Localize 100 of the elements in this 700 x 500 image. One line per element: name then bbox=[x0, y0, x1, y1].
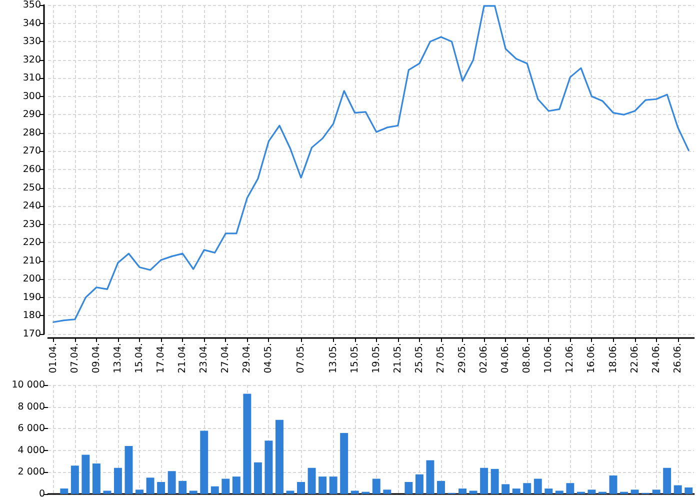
y-tick-label: 290 bbox=[22, 109, 41, 120]
bar bbox=[490, 468, 499, 494]
bar bbox=[318, 476, 327, 494]
x-tick-label: 13.05. bbox=[328, 343, 339, 374]
y-tick-label: 280 bbox=[22, 127, 41, 138]
bar bbox=[340, 432, 348, 494]
bar bbox=[308, 468, 316, 494]
y-tick-label: 0 bbox=[38, 488, 45, 500]
y-tick-label: 220 bbox=[22, 237, 41, 248]
y-tick-label: 10 000 bbox=[12, 380, 45, 390]
y-tick-label: 6 000 bbox=[18, 423, 45, 434]
x-tick-label: 15.05. bbox=[349, 343, 360, 374]
bar bbox=[200, 430, 208, 494]
y-tick-label: 190 bbox=[22, 292, 41, 303]
bar bbox=[630, 490, 639, 494]
y-tick-label: 260 bbox=[22, 164, 41, 175]
bar bbox=[103, 490, 112, 494]
x-tick-label: 02.06. bbox=[478, 343, 490, 374]
bar bbox=[404, 482, 413, 494]
x-tick-label: 27.04. bbox=[220, 343, 232, 374]
bar bbox=[663, 468, 672, 494]
bar bbox=[114, 468, 122, 494]
bar bbox=[243, 394, 252, 494]
bar bbox=[82, 454, 90, 494]
x-tick-label: 18.06. bbox=[608, 343, 619, 374]
y-tick-label: 8 000 bbox=[18, 401, 45, 412]
bar bbox=[276, 420, 284, 494]
bar bbox=[136, 490, 144, 494]
x-tick-label: 16.06. bbox=[586, 343, 598, 374]
bar bbox=[555, 490, 564, 494]
x-tick-label: 01.04. bbox=[48, 343, 59, 374]
y-tick-label: 240 bbox=[22, 200, 41, 212]
x-tick-label: 07.05. bbox=[296, 343, 307, 374]
x-tick-label: 19.05. bbox=[370, 343, 382, 374]
bar bbox=[286, 490, 294, 494]
y-tick-label: 2 000 bbox=[18, 466, 45, 478]
bar bbox=[426, 460, 434, 494]
bar bbox=[60, 488, 68, 494]
bar bbox=[189, 490, 198, 494]
y-tick-label: 230 bbox=[22, 218, 41, 230]
x-tick-label: 04.05. bbox=[263, 343, 274, 374]
x-tick-label: 22.06. bbox=[629, 343, 640, 374]
y-tick-label: 4 000 bbox=[18, 444, 45, 456]
line-series bbox=[52, 5, 690, 323]
y-tick-label: 300 bbox=[22, 90, 41, 102]
bar bbox=[684, 487, 693, 494]
bar bbox=[588, 490, 596, 494]
x-tick-label: 24.06. bbox=[650, 343, 662, 374]
bar bbox=[254, 462, 262, 494]
y-tick-label: 180 bbox=[22, 310, 41, 322]
y-tick-label: 350 bbox=[22, 0, 41, 10]
x-tick-label: 13.04. bbox=[112, 343, 124, 374]
bar bbox=[523, 483, 532, 494]
bar bbox=[232, 476, 240, 494]
bar bbox=[92, 463, 100, 494]
y-tick-label: 250 bbox=[22, 182, 41, 194]
bar bbox=[168, 471, 176, 494]
bar bbox=[609, 475, 618, 494]
bar bbox=[70, 466, 79, 494]
bar bbox=[512, 488, 520, 494]
bar bbox=[297, 482, 305, 494]
x-tick-label: 10.06. bbox=[543, 343, 554, 374]
x-tick-label: 08.06. bbox=[522, 343, 533, 374]
bar bbox=[222, 478, 230, 494]
x-tick-label: 29.04. bbox=[242, 343, 253, 374]
bar bbox=[674, 485, 682, 494]
bar bbox=[652, 490, 660, 494]
y-tick-label: 170 bbox=[22, 328, 41, 340]
x-tick-label: 27.05. bbox=[435, 343, 446, 374]
x-tick-label: 29.05. bbox=[457, 343, 468, 374]
bar bbox=[469, 490, 478, 494]
bar bbox=[178, 480, 187, 494]
y-tick-label: 310 bbox=[22, 72, 41, 84]
x-tick-label: 26.06. bbox=[672, 343, 684, 374]
x-tick-label: 25.05. bbox=[414, 343, 425, 374]
x-tick-label: 17.04. bbox=[156, 343, 167, 374]
bar bbox=[544, 488, 553, 494]
bar bbox=[437, 480, 445, 494]
bar bbox=[534, 478, 542, 494]
x-tick-label: 21.05. bbox=[392, 343, 404, 374]
bar bbox=[480, 468, 488, 494]
x-tick-label: 07.04. bbox=[69, 343, 80, 374]
bar bbox=[124, 446, 133, 494]
y-tick-label: 340 bbox=[22, 18, 41, 29]
bar bbox=[329, 476, 338, 494]
bar bbox=[502, 484, 510, 494]
x-tick-label: 09.04. bbox=[90, 343, 102, 374]
y-tick-label: 200 bbox=[22, 274, 41, 285]
y-tick-label: 330 bbox=[22, 36, 41, 48]
bar bbox=[264, 440, 273, 494]
bar bbox=[415, 474, 424, 494]
bar bbox=[383, 490, 392, 494]
y-tick-label: 320 bbox=[22, 54, 41, 66]
bar bbox=[458, 488, 466, 494]
bar bbox=[566, 483, 574, 494]
y-tick-label: 210 bbox=[22, 255, 41, 266]
x-tick-label: 12.06. bbox=[564, 343, 576, 374]
x-tick-label: 15.04. bbox=[134, 343, 146, 374]
x-tick-label: 04.06. bbox=[500, 343, 512, 374]
bar bbox=[372, 478, 380, 494]
